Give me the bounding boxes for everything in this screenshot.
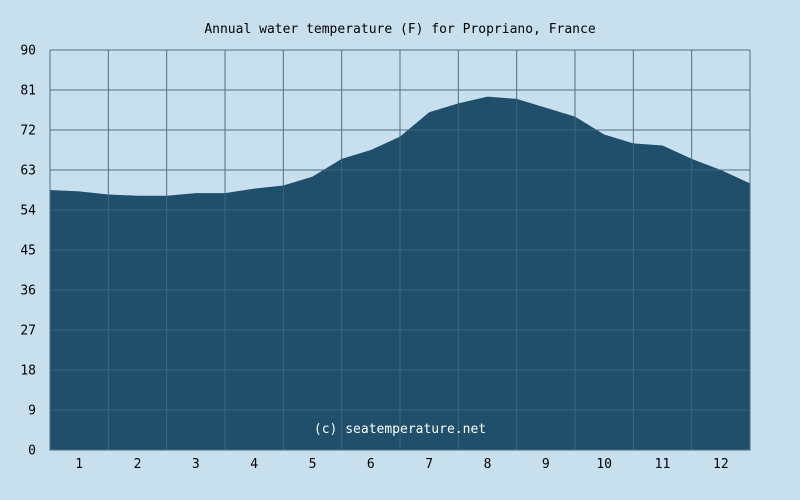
y-tick-label: 90 <box>20 44 36 59</box>
x-tick-label: 4 <box>250 457 258 472</box>
x-tick-label: 6 <box>367 457 375 472</box>
x-tick-label: 10 <box>596 457 612 472</box>
x-tick-label: 11 <box>655 457 671 472</box>
plot-frame <box>49 49 751 451</box>
x-tick-label: 9 <box>542 457 550 472</box>
y-tick-label: 0 <box>28 444 36 459</box>
y-tick-label: 18 <box>20 364 36 379</box>
y-tick-label: 63 <box>20 164 36 179</box>
x-tick-label: 2 <box>134 457 142 472</box>
y-tick-label: 9 <box>28 404 36 419</box>
x-tick-label: 12 <box>713 457 729 472</box>
y-tick-label: 36 <box>20 284 36 299</box>
x-tick-label: 3 <box>192 457 200 472</box>
y-tick-label: 72 <box>20 124 36 139</box>
y-tick-label: 81 <box>20 84 36 99</box>
y-tick-label: 27 <box>20 324 36 339</box>
chart-title: Annual water temperature (F) for Propria… <box>204 22 596 37</box>
x-tick-label: 5 <box>309 457 317 472</box>
x-axis-ticks: 1 2 3 4 5 6 7 8 9 10 11 12 <box>75 457 728 472</box>
y-axis-ticks: 0 9 18 27 36 45 54 63 72 81 90 <box>20 44 36 459</box>
x-tick-label: 8 <box>484 457 492 472</box>
x-tick-label: 1 <box>75 457 83 472</box>
y-tick-label: 54 <box>20 204 36 219</box>
x-tick-label: 7 <box>425 457 433 472</box>
y-tick-label: 45 <box>20 244 36 259</box>
credit-watermark: (c) seatemperature.net <box>314 422 486 437</box>
